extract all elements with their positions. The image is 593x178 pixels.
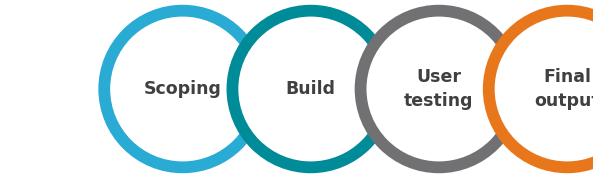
Circle shape xyxy=(489,11,593,167)
Circle shape xyxy=(232,11,389,167)
Text: User
testing: User testing xyxy=(404,68,474,110)
Circle shape xyxy=(361,11,517,167)
Circle shape xyxy=(104,11,261,167)
Text: Build: Build xyxy=(286,80,336,98)
Text: Final
output: Final output xyxy=(534,68,593,110)
Text: Scoping: Scoping xyxy=(144,80,222,98)
